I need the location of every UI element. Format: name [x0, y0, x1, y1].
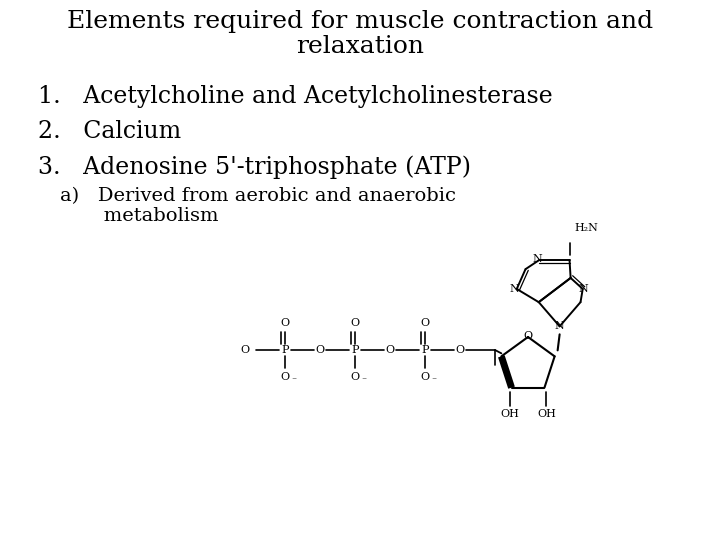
Text: ⁻: ⁻: [431, 376, 436, 386]
Text: 3.   Adenosine 5'-triphosphate (ATP): 3. Adenosine 5'-triphosphate (ATP): [38, 155, 471, 179]
Text: O: O: [315, 345, 325, 355]
Text: ⁻: ⁻: [292, 376, 297, 386]
Text: N: N: [579, 284, 589, 294]
Text: O: O: [385, 345, 395, 355]
Text: O: O: [523, 331, 533, 341]
Text: P: P: [282, 345, 289, 355]
Text: O: O: [351, 318, 359, 328]
Text: O: O: [280, 318, 289, 328]
Text: N: N: [510, 284, 520, 294]
Text: Elements required for muscle contraction and: Elements required for muscle contraction…: [67, 10, 653, 33]
Text: O: O: [280, 372, 289, 382]
Text: O: O: [351, 372, 359, 382]
Text: metabolism: metabolism: [60, 207, 218, 225]
Text: O: O: [456, 345, 464, 355]
Text: relaxation: relaxation: [296, 35, 424, 58]
Text: OH: OH: [500, 409, 519, 419]
Text: O: O: [420, 318, 430, 328]
Text: P: P: [421, 345, 428, 355]
Text: O: O: [420, 372, 430, 382]
Text: a)   Derived from aerobic and anaerobic: a) Derived from aerobic and anaerobic: [60, 187, 456, 205]
Text: OH: OH: [537, 409, 556, 419]
Text: O: O: [240, 345, 250, 355]
Text: 2.   Calcium: 2. Calcium: [38, 120, 181, 143]
Text: H₂N: H₂N: [575, 223, 598, 233]
Text: P: P: [351, 345, 359, 355]
Text: 1.   Acetylcholine and Acetylcholinesterase: 1. Acetylcholine and Acetylcholinesteras…: [38, 85, 553, 108]
Text: N: N: [533, 254, 543, 265]
Text: ⁻: ⁻: [361, 376, 366, 386]
Text: N: N: [554, 321, 564, 332]
